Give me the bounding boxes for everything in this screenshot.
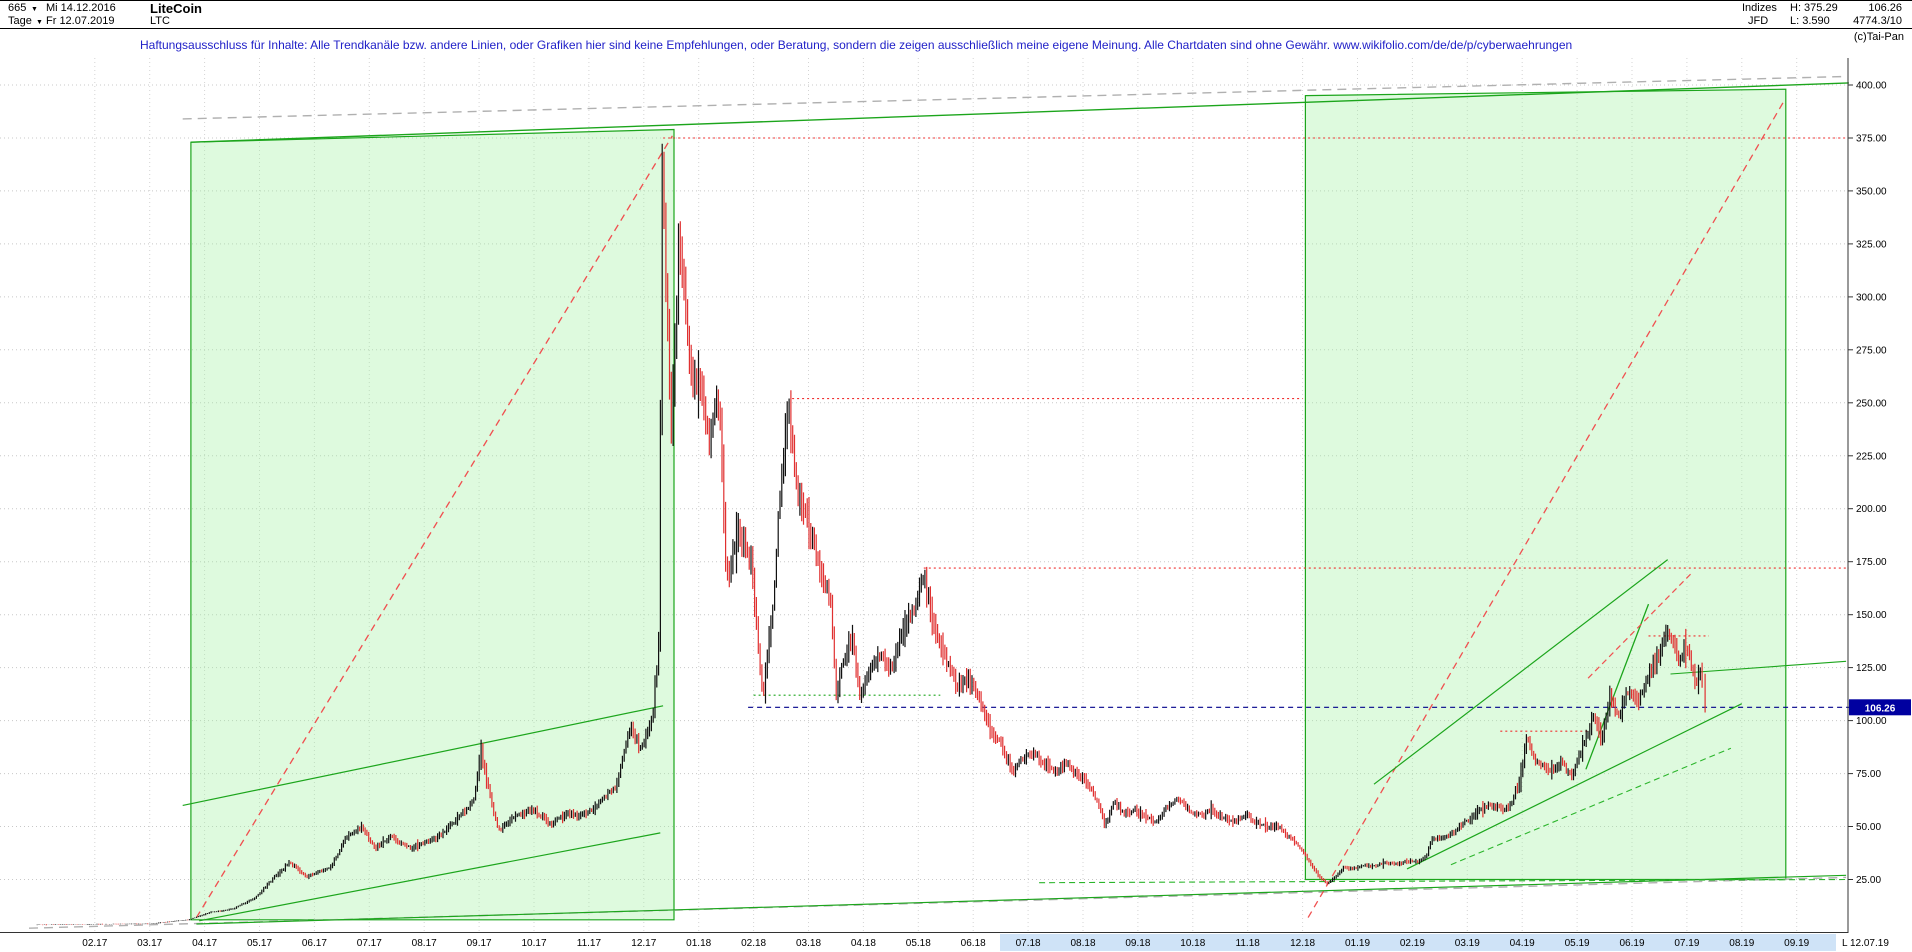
green-2019-steep xyxy=(1373,559,1669,785)
y-axis-label: 50.00 xyxy=(1856,822,1881,833)
trend-box-2017 xyxy=(190,128,675,921)
chart-start-date: Mi 14.12.2016 xyxy=(46,2,116,14)
axes: 02.17 03.17 04.17 05.17 06.17 07.17 08.17 09.17… xyxy=(0,58,1889,951)
period-low: L: 3.590 xyxy=(1790,15,1830,27)
x-axis-label: 05.19 xyxy=(1565,938,1590,949)
gridlines xyxy=(0,58,1848,932)
y-axis-label: 325.00 xyxy=(1856,239,1887,250)
x-axis-highlight xyxy=(1000,934,1836,951)
x-axis-label: 10.17 xyxy=(521,938,546,949)
period-high: H: 375.29 xyxy=(1790,2,1838,14)
x-axis-label: 12.17 xyxy=(631,938,656,949)
y-axis-label: 300.00 xyxy=(1856,292,1887,303)
y-axis-label: 200.00 xyxy=(1856,504,1887,515)
x-axis-label: 03.18 xyxy=(796,938,821,949)
x-axis-label: 06.18 xyxy=(961,938,986,949)
chart-end-date: Fr 12.07.2019 xyxy=(46,15,115,27)
x-axis-label: 12.18 xyxy=(1290,938,1315,949)
y-axis-label: 150.00 xyxy=(1856,610,1887,621)
x-axis-label: 05.17 xyxy=(247,938,272,949)
svg-text:106.26: 106.26 xyxy=(1865,703,1896,714)
header: 665 ▼ Mi 14.12.2016 LiteCoin Tage ▼ Fr 1… xyxy=(0,0,1912,56)
x-axis-label: 09.17 xyxy=(467,938,492,949)
x-axis-label: 02.18 xyxy=(741,938,766,949)
y-axis-label: 25.00 xyxy=(1856,875,1881,886)
x-axis-label: 06.19 xyxy=(1619,938,1644,949)
green-dash-support-25 xyxy=(1039,878,1847,884)
red-dash-rally-2019 xyxy=(1307,99,1786,918)
y-axis-label: 125.00 xyxy=(1856,663,1887,674)
y-axis-label: 250.00 xyxy=(1856,398,1887,409)
x-axis-label: 11.17 xyxy=(577,938,602,949)
x-axis-label: 02.17 xyxy=(82,938,107,949)
x-axis-label: 09.18 xyxy=(1125,938,1150,949)
x-axis-label: 06.17 xyxy=(302,938,327,949)
trend-boxes xyxy=(190,88,1787,921)
x-axis-label: 04.17 xyxy=(192,938,217,949)
x-axis-label: 04.18 xyxy=(851,938,876,949)
x-axis-last-label: L 12.07.19 xyxy=(1842,938,1889,949)
x-axis-label: 03.17 xyxy=(137,938,162,949)
x-axis-label: 08.17 xyxy=(412,938,437,949)
last-price-header: 106.26 xyxy=(1868,2,1902,14)
bar-count[interactable]: 665 xyxy=(8,2,27,14)
x-axis-label: 07.18 xyxy=(1016,938,1041,949)
chevron-down-icon[interactable]: ▼ xyxy=(31,6,38,13)
timeframe-selector[interactable]: Tage xyxy=(8,15,32,27)
x-axis-label: 11.18 xyxy=(1236,938,1261,949)
x-axis-label: 04.19 xyxy=(1510,938,1535,949)
disclaimer-text: Haftungsausschluss für Inhalte: Alle Tre… xyxy=(140,38,1573,52)
feed-label: JFD xyxy=(1748,15,1769,27)
copyright-label: (c)Tai-Pan xyxy=(1853,31,1904,43)
y-axis-label: 225.00 xyxy=(1856,451,1887,462)
y-axis-label: 275.00 xyxy=(1856,345,1887,356)
x-axis-label: 09.19 xyxy=(1784,938,1809,949)
x-axis-label: 07.17 xyxy=(357,938,382,949)
window-top-border xyxy=(0,0,1912,1)
y-axis-label: 400.00 xyxy=(1856,81,1887,92)
instrument-title: LiteCoin xyxy=(150,1,202,16)
volume-info: 4774.3/10 xyxy=(1853,15,1902,27)
chevron-down-icon[interactable]: ▼ xyxy=(36,19,43,26)
x-axis-label: 02.19 xyxy=(1400,938,1425,949)
y-axis-label: 175.00 xyxy=(1856,557,1887,568)
green-2019-short-steep xyxy=(1585,603,1650,770)
red-dash-2019-top xyxy=(1587,571,1693,679)
green-channel-2017-lower xyxy=(199,832,661,922)
candlesticks xyxy=(36,143,1706,926)
green-dash-2019-mid xyxy=(1450,747,1732,866)
x-axis-label: 05.18 xyxy=(906,938,931,949)
y-axis-label: 350.00 xyxy=(1856,186,1887,197)
trend-box-2019 xyxy=(1304,88,1787,881)
candles-up xyxy=(36,143,1701,926)
gray-dash-top xyxy=(182,75,1847,120)
header-divider xyxy=(0,28,1912,29)
red-dash-rally-2017 xyxy=(195,135,673,918)
x-axis-label: 10.18 xyxy=(1180,938,1205,949)
x-axis-label: 07.19 xyxy=(1674,938,1699,949)
x-axis-label: 01.19 xyxy=(1345,938,1370,949)
green-long-bottom xyxy=(196,874,1847,925)
y-axis-label: 100.00 xyxy=(1856,716,1887,727)
candles-down xyxy=(40,151,1706,926)
x-axis-label: 03.19 xyxy=(1455,938,1480,949)
green-channel-2017-upper xyxy=(182,705,664,806)
last-price-badge: 106.26 xyxy=(1849,699,1911,716)
green-2019-lower xyxy=(1406,703,1743,870)
x-axis-label: 08.19 xyxy=(1729,938,1754,949)
trend-lines xyxy=(28,75,1852,929)
instrument-symbol: LTC xyxy=(150,15,170,27)
indizes-label: Indizes xyxy=(1742,2,1777,14)
y-axis-label: 75.00 xyxy=(1856,769,1881,780)
y-axis-label: 375.00 xyxy=(1856,134,1887,145)
green-long-top xyxy=(190,82,1849,143)
x-axis-label: 01.18 xyxy=(686,938,711,949)
x-axis-label: 08.18 xyxy=(1070,938,1095,949)
